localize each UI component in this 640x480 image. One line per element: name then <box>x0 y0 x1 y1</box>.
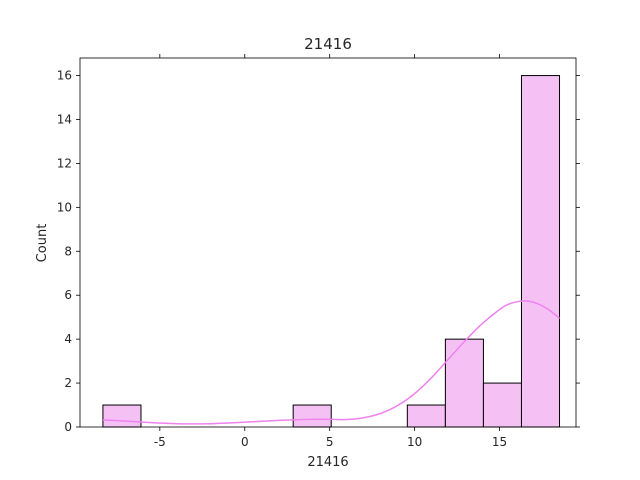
y-tick-label-2: 2 <box>64 376 72 390</box>
x-tick-label-5: 5 <box>326 435 334 449</box>
x-tick-label-15: 15 <box>492 435 507 449</box>
y-tick-label-12: 12 <box>57 156 72 170</box>
x-tick-label-10: 10 <box>407 435 422 449</box>
y-tick-label-4: 4 <box>64 332 72 346</box>
y-tick-label-10: 10 <box>57 200 72 214</box>
histogram-bar-11 <box>520 75 561 428</box>
histogram-bar-0 <box>102 404 142 428</box>
histogram-bar-9 <box>444 338 484 428</box>
y-axis-ticks: 0 2 4 6 8 10 12 14 16 <box>57 69 580 434</box>
y-tick-label-16: 16 <box>57 69 72 83</box>
x-tick-label-0: 0 <box>241 435 249 449</box>
histogram-bar-10 <box>482 382 522 428</box>
histogram-bar-8 <box>406 404 446 428</box>
y-tick-label-6: 6 <box>64 288 72 302</box>
histogram-bars <box>102 75 561 428</box>
x-tick-label--5: -5 <box>154 435 166 449</box>
chart-title: 21416 <box>304 35 352 53</box>
x-axis-label: 21416 <box>307 455 348 470</box>
x-axis-ticks: -5 0 5 10 15 <box>154 54 507 449</box>
plot-frame <box>79 57 577 428</box>
kde-curve <box>102 300 560 425</box>
y-tick-label-0: 0 <box>64 420 72 434</box>
y-tick-label-8: 8 <box>64 244 72 258</box>
y-tick-label-14: 14 <box>57 113 72 127</box>
histogram-bar-5 <box>292 404 332 428</box>
y-axis-label: Count <box>35 224 50 263</box>
